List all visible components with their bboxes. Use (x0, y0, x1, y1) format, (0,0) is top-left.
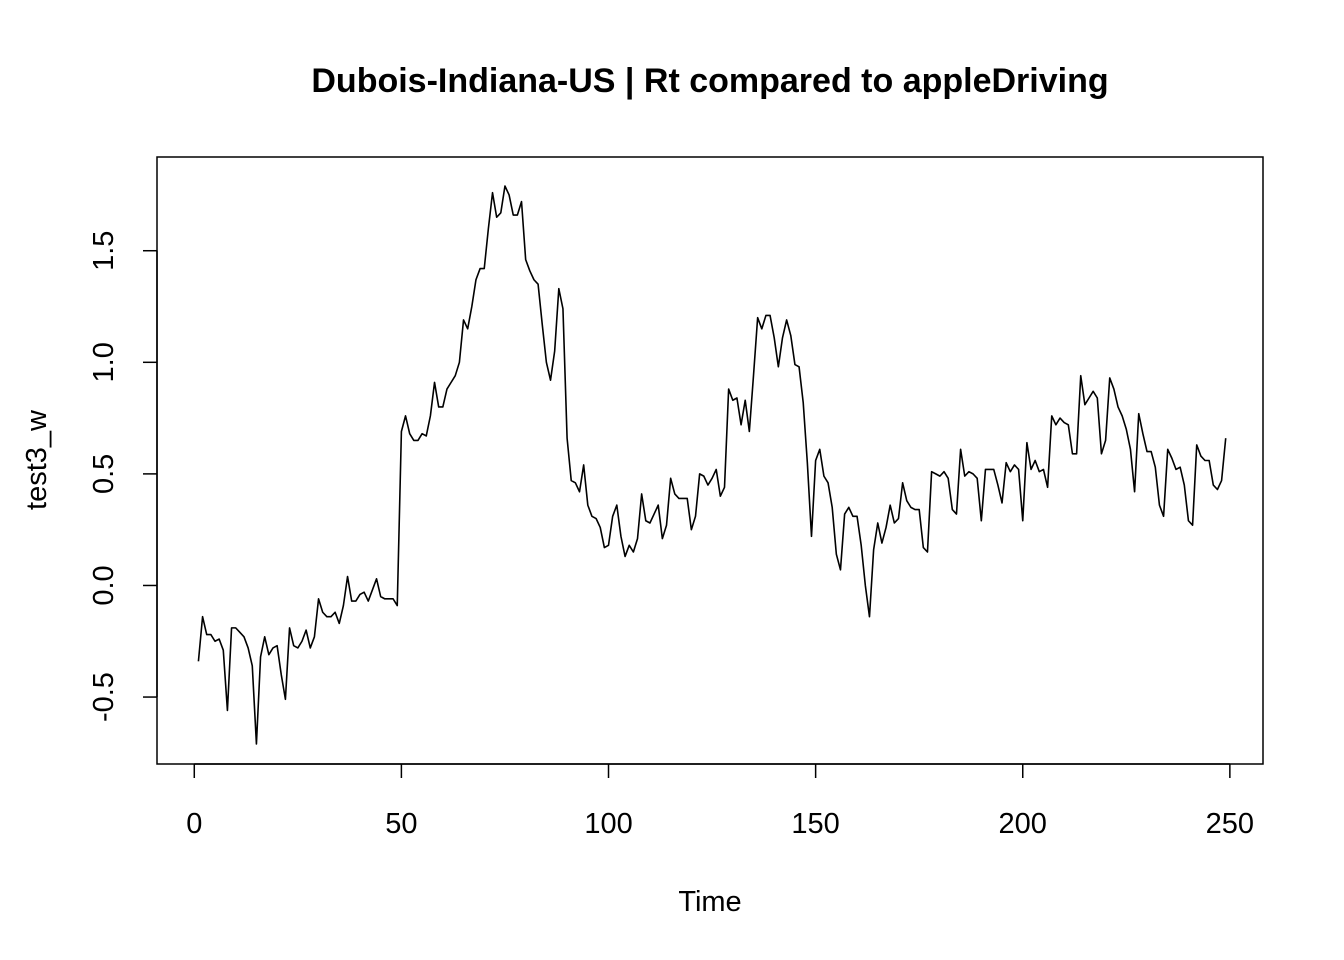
x-tick-label: 50 (385, 808, 417, 840)
y-axis-label: test3_w (21, 409, 53, 510)
y-tick-label: 0.0 (88, 565, 120, 605)
y-tick-label: 1.5 (88, 231, 120, 271)
series-line (197, 185, 1227, 745)
y-tick-label: 1.0 (88, 342, 120, 382)
y-tick-label: -0.5 (88, 672, 120, 722)
x-axis-label: Time (678, 886, 741, 918)
y-tick-label: 0.5 (88, 454, 120, 494)
x-tick-label: 150 (791, 808, 839, 840)
x-tick-label: 0 (186, 808, 202, 840)
chart-title: Dubois-Indiana-US | Rt compared to apple… (311, 62, 1108, 100)
x-tick-label: 250 (1206, 808, 1254, 840)
plot-frame (156, 156, 1264, 765)
x-tick-label: 100 (584, 808, 632, 840)
y-axis: -0.5 0.0 0.5 1.0 1.5 (88, 231, 158, 722)
x-axis: 0 50 100 150 200 250 (186, 763, 1254, 840)
x-tick-label: 200 (999, 808, 1047, 840)
